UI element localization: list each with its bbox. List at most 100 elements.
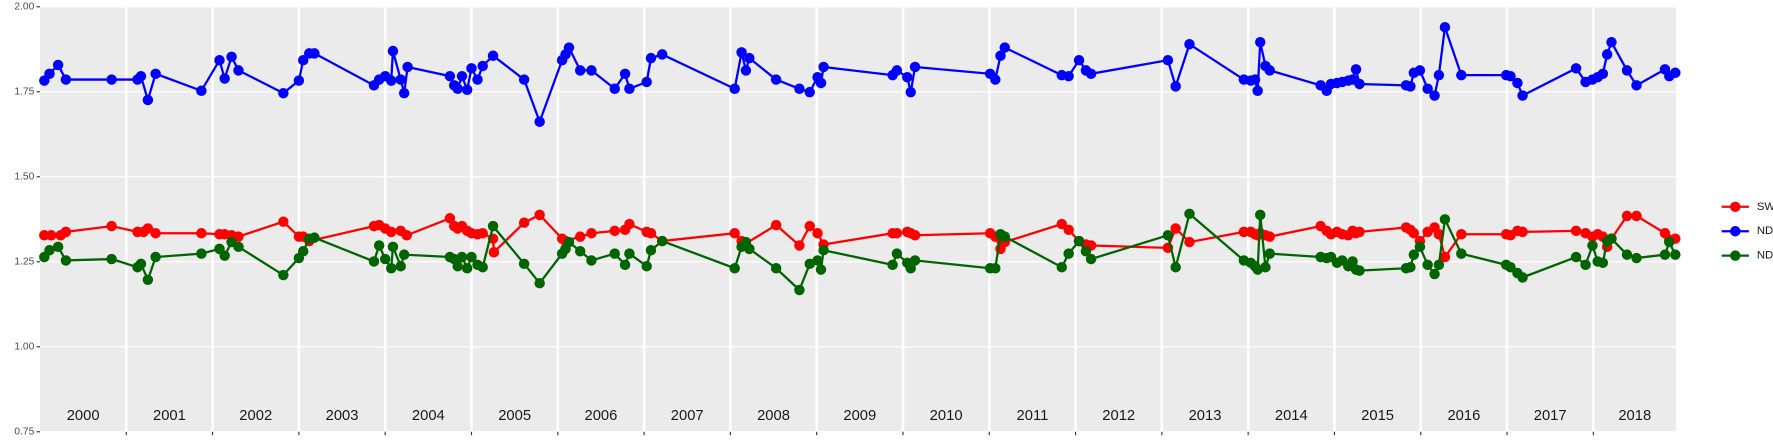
point: [398, 249, 410, 260]
point: [1162, 54, 1174, 66]
point: [150, 251, 161, 263]
point: [379, 253, 391, 265]
point: [1570, 251, 1582, 263]
point: [1414, 241, 1426, 253]
point: [487, 220, 499, 232]
point: [619, 259, 631, 271]
point: [452, 83, 463, 94]
year-label: 2015: [1361, 408, 1394, 424]
point: [518, 217, 530, 228]
point: [794, 83, 805, 94]
point: [466, 251, 477, 263]
point: [214, 54, 225, 66]
point: [729, 228, 740, 239]
point: [401, 230, 412, 241]
point: [1659, 249, 1671, 260]
point: [226, 51, 237, 63]
point: [586, 65, 597, 76]
point: [744, 243, 755, 255]
point: [770, 263, 782, 274]
point: [1255, 36, 1266, 48]
point: [891, 228, 903, 239]
point: [990, 263, 1001, 274]
point: [297, 54, 309, 66]
point: [1414, 65, 1426, 76]
point: [563, 42, 575, 53]
point: [1080, 246, 1092, 257]
point: [1347, 256, 1358, 267]
point: [1260, 262, 1271, 273]
point: [815, 264, 827, 275]
point: [1621, 65, 1633, 76]
point: [368, 256, 380, 267]
point: [656, 235, 668, 247]
year-label: 2011: [1017, 408, 1049, 424]
point: [1597, 257, 1609, 269]
point: [135, 70, 147, 82]
point: [1354, 226, 1365, 238]
point: [1063, 248, 1074, 259]
point: [891, 248, 903, 259]
point: [770, 74, 782, 85]
point: [1587, 240, 1598, 251]
point: [1255, 209, 1266, 221]
point: [574, 65, 586, 76]
point: [373, 240, 385, 251]
point: [219, 250, 230, 261]
point: [1170, 81, 1181, 92]
point: [477, 262, 488, 273]
year-label: 2005: [498, 408, 531, 424]
point: [815, 77, 827, 89]
point: [1056, 262, 1067, 273]
point: [488, 247, 500, 258]
point: [609, 248, 620, 259]
year-label: 2013: [1189, 408, 1222, 424]
point: [804, 86, 815, 98]
point: [740, 65, 752, 76]
point: [729, 263, 740, 274]
point: [1056, 218, 1067, 230]
point: [586, 255, 597, 266]
point: [1505, 262, 1516, 273]
y-tick-label: 1.75: [14, 87, 34, 98]
point: [60, 255, 72, 266]
point: [641, 76, 652, 88]
point: [1512, 77, 1523, 89]
point: [1580, 259, 1591, 271]
point: [736, 47, 747, 58]
y-tick-label: 0.75: [14, 426, 34, 437]
point: [656, 49, 668, 60]
year-label: 2016: [1447, 408, 1480, 424]
point: [518, 74, 530, 85]
point: [534, 209, 545, 221]
year-label: 2003: [326, 408, 359, 424]
point: [641, 260, 652, 272]
point: [574, 246, 586, 257]
point: [624, 248, 635, 259]
point: [52, 241, 64, 253]
point: [106, 220, 117, 232]
point: [461, 84, 473, 95]
point: [891, 65, 903, 76]
point: [902, 71, 913, 83]
point: [150, 228, 161, 239]
point: [402, 61, 413, 73]
point: [1433, 259, 1445, 271]
point: [309, 48, 320, 59]
point: [909, 230, 921, 241]
marks: [39, 21, 1681, 296]
point: [297, 246, 309, 257]
point: [1505, 70, 1516, 82]
point: [444, 213, 456, 224]
legend-label: NDVI: [1757, 225, 1773, 237]
point: [1606, 233, 1617, 244]
point: [1517, 226, 1528, 238]
point: [1664, 236, 1675, 248]
point: [1422, 259, 1433, 271]
year-label: 2002: [239, 408, 272, 424]
year-label: 2012: [1102, 408, 1135, 424]
point: [44, 68, 55, 80]
point: [1429, 268, 1440, 280]
point: [1184, 236, 1195, 248]
point: [999, 231, 1011, 242]
